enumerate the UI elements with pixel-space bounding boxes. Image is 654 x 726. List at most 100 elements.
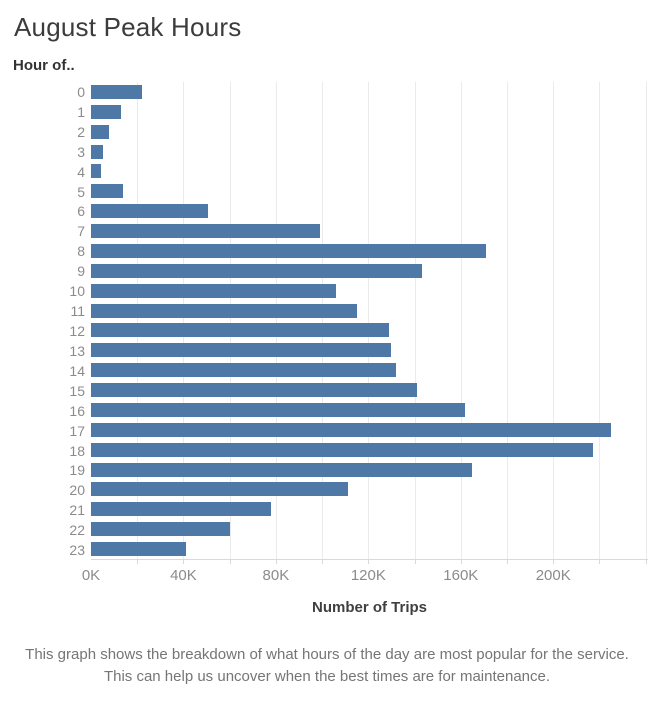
gridline [645,82,647,559]
y-tick-label-20: 20 [69,482,85,499]
x-axis-tick [183,559,185,564]
bar-hour-3[interactable] [91,144,103,159]
x-axis-tick [507,559,509,564]
bar-hour-4[interactable] [91,164,102,179]
bar-row-hour-14 [91,360,648,380]
y-tick-label-22: 22 [69,522,85,539]
y-tick-label-4: 4 [77,163,85,180]
gridline [507,82,509,559]
bar-hour-10[interactable] [91,283,336,298]
bar-hour-11[interactable] [91,303,357,318]
bar-row-hour-5 [91,181,648,201]
bar-row-hour-21 [91,499,648,519]
bar-row-hour-16 [91,400,648,420]
bar-hour-20[interactable] [91,482,348,497]
y-tick-label-15: 15 [69,382,85,399]
gridline [414,82,416,559]
x-axis-tick [368,559,370,564]
y-tick-label-21: 21 [69,502,85,519]
bar-hour-12[interactable] [91,323,390,338]
y-tick-label-6: 6 [77,203,85,220]
gridline [137,82,139,559]
y-tick-label-8: 8 [77,243,85,260]
x-tick-label-0K: 0K [81,567,101,584]
x-axis-tick [275,559,277,564]
y-tick-label-3: 3 [77,143,85,160]
y-tick-label-18: 18 [69,442,85,459]
y-axis-category-labels: 0 1 2 3 4 5 6 7 8 9 10 11 12 13 14 15 16 17 18 19 20 21 22 23 [0,82,85,560]
bar-hour-2[interactable] [91,124,110,139]
bar-hour-14[interactable] [91,363,397,378]
bar-hour-6[interactable] [91,204,208,219]
bar-row-hour-13 [91,340,648,360]
y-tick-label-13: 13 [69,342,85,359]
x-axis-tick [229,559,231,564]
y-tick-label-16: 16 [69,402,85,419]
y-tick-label-5: 5 [77,183,85,200]
bar-row-hour-2 [91,122,648,142]
y-tick-label-23: 23 [69,542,85,559]
gridline [553,82,555,559]
bar-hour-1[interactable] [91,104,122,119]
bar-hour-13[interactable] [91,343,392,358]
x-axis-tick [137,559,139,564]
gridline [183,82,185,559]
y-tick-label-19: 19 [69,462,85,479]
gridline [460,82,462,559]
y-tick-label-1: 1 [77,103,85,120]
y-tick-label-12: 12 [69,323,85,340]
bar-hour-16[interactable] [91,402,466,417]
bar-hour-15[interactable] [91,383,417,398]
bar-row-hour-9 [91,261,648,281]
bar-row-hour-1 [91,102,648,122]
y-tick-label-10: 10 [69,283,85,300]
bar-hour-9[interactable] [91,263,422,278]
bar-hour-5[interactable] [91,184,124,199]
bar-row-hour-12 [91,321,648,341]
bar-row-hour-23 [91,539,648,559]
y-tick-label-2: 2 [77,123,85,140]
bar-row-hour-4 [91,162,648,182]
bar-hour-18[interactable] [91,442,593,457]
bar-row-hour-0 [91,82,648,102]
bar-hour-22[interactable] [91,522,230,537]
gridline [229,82,231,559]
bar-row-hour-18 [91,440,648,460]
bar-row-hour-17 [91,420,648,440]
y-tick-label-0: 0 [77,83,85,100]
x-tick-label-120K: 120K [350,567,386,584]
gridline [368,82,370,559]
plot-area [91,82,648,564]
bar-rows [91,82,648,559]
bar-row-hour-15 [91,380,648,400]
chart-caption: This graph shows the breakdown of what h… [25,646,629,685]
bar-row-hour-3 [91,142,648,162]
x-tick-label-160K: 160K [443,567,479,584]
bar-row-hour-10 [91,281,648,301]
y-tick-label-11: 11 [70,303,85,320]
gridline [275,82,277,559]
gridline [599,82,601,559]
chart-title: August Peak Hours [14,12,242,42]
bar-hour-19[interactable] [91,462,473,477]
bar-hour-23[interactable] [91,542,186,557]
bar-row-hour-8 [91,241,648,261]
bar-row-hour-20 [91,480,648,500]
y-tick-label-14: 14 [69,362,85,379]
bar-hour-21[interactable] [91,502,272,517]
bar-row-hour-19 [91,460,648,480]
bar-hour-8[interactable] [91,243,487,258]
bar-hour-17[interactable] [91,422,612,437]
x-tick-label-200K: 200K [535,567,571,584]
x-axis-title: Number of Trips [311,599,427,616]
x-tick-label-80K: 80K [262,567,290,584]
bar-row-hour-6 [91,201,648,221]
x-axis-tick [553,559,555,564]
y-tick-label-9: 9 [77,263,85,280]
bar-hour-0[interactable] [91,84,142,99]
x-axis-tick [414,559,416,564]
x-axis-tick [322,559,324,564]
x-axis-tick [460,559,462,564]
y-tick-label-17: 17 [69,422,85,439]
bar-hour-7[interactable] [91,224,320,239]
